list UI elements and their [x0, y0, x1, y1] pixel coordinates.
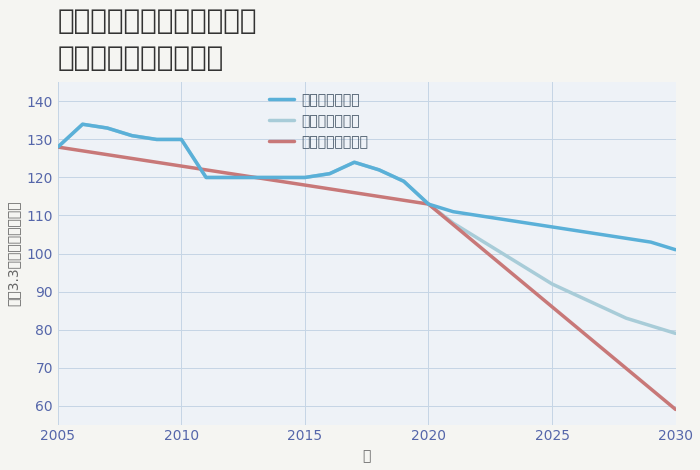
ノーマルシナリオ: [523, 266, 531, 272]
Line: バッドシナリオ: バッドシナリオ: [58, 147, 676, 409]
グッドシナリオ: [202, 175, 210, 180]
グッドシナリオ: [54, 144, 62, 150]
X-axis label: 年: 年: [363, 449, 371, 463]
ノーマルシナリオ: [548, 281, 556, 287]
ノーマルシナリオ: [474, 235, 482, 241]
バッドシナリオ: [54, 144, 62, 150]
ノーマルシナリオ: [424, 201, 433, 207]
ノーマルシナリオ: [498, 251, 507, 256]
ノーマルシナリオ: [301, 175, 309, 180]
ノーマルシナリオ: [326, 171, 334, 177]
Line: グッドシナリオ: グッドシナリオ: [58, 124, 676, 250]
グッドシナリオ: [227, 175, 235, 180]
ノーマルシナリオ: [251, 175, 260, 180]
ノーマルシナリオ: [573, 292, 581, 298]
ノーマルシナリオ: [276, 175, 284, 180]
グッドシナリオ: [573, 228, 581, 234]
グッドシナリオ: [276, 175, 284, 180]
Legend: グッドシナリオ, バッドシナリオ, ノーマルシナリオ: グッドシナリオ, バッドシナリオ, ノーマルシナリオ: [265, 89, 372, 154]
グッドシナリオ: [375, 167, 384, 172]
グッドシナリオ: [103, 125, 111, 131]
グッドシナリオ: [548, 224, 556, 230]
ノーマルシナリオ: [227, 175, 235, 180]
グッドシナリオ: [424, 201, 433, 207]
グッドシナリオ: [301, 175, 309, 180]
グッドシナリオ: [474, 213, 482, 219]
ノーマルシナリオ: [153, 137, 161, 142]
グッドシナリオ: [400, 179, 408, 184]
グッドシナリオ: [647, 239, 655, 245]
グッドシナリオ: [251, 175, 260, 180]
ノーマルシナリオ: [103, 125, 111, 131]
ノーマルシナリオ: [54, 144, 62, 150]
グッドシナリオ: [78, 121, 87, 127]
ノーマルシナリオ: [375, 167, 384, 172]
ノーマルシナリオ: [128, 133, 136, 139]
Y-axis label: 坪（3.3㎡）単価（万円）: 坪（3.3㎡）単価（万円）: [7, 201, 21, 306]
Text: 大阪府堺市堺区車之町東の
中古戸建ての価格推移: 大阪府堺市堺区車之町東の 中古戸建ての価格推移: [58, 7, 258, 72]
ノーマルシナリオ: [177, 137, 186, 142]
グッドシナリオ: [350, 159, 358, 165]
ノーマルシナリオ: [350, 159, 358, 165]
Line: ノーマルシナリオ: ノーマルシナリオ: [58, 124, 676, 333]
グッドシナリオ: [671, 247, 680, 252]
バッドシナリオ: [424, 201, 433, 207]
グッドシナリオ: [498, 217, 507, 222]
ノーマルシナリオ: [597, 304, 606, 310]
グッドシナリオ: [597, 232, 606, 237]
グッドシナリオ: [153, 137, 161, 142]
グッドシナリオ: [326, 171, 334, 177]
グッドシナリオ: [128, 133, 136, 139]
バッドシナリオ: [671, 407, 680, 412]
グッドシナリオ: [622, 235, 630, 241]
ノーマルシナリオ: [671, 330, 680, 336]
ノーマルシナリオ: [647, 323, 655, 329]
グッドシナリオ: [523, 220, 531, 226]
ノーマルシナリオ: [78, 121, 87, 127]
ノーマルシナリオ: [202, 175, 210, 180]
ノーマルシナリオ: [400, 179, 408, 184]
ノーマルシナリオ: [622, 315, 630, 321]
ノーマルシナリオ: [449, 220, 457, 226]
グッドシナリオ: [449, 209, 457, 214]
グッドシナリオ: [177, 137, 186, 142]
